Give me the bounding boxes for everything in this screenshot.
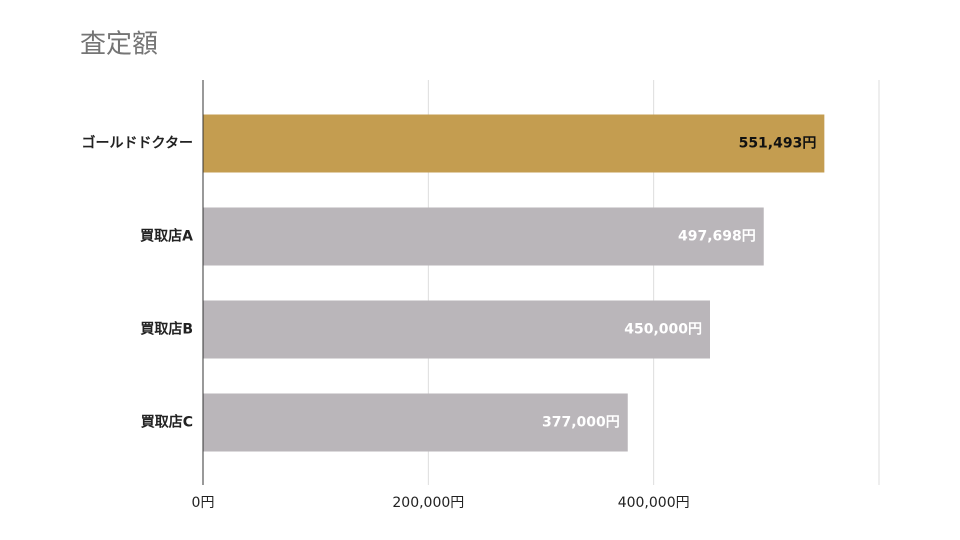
category-label: 買取店A xyxy=(140,228,193,245)
value-label: 497,698円 xyxy=(678,229,756,245)
x-tick-label: 0円 xyxy=(192,495,215,511)
bar xyxy=(203,393,628,452)
category-label: ゴールドドクター xyxy=(82,135,193,152)
category-label: 買取店B xyxy=(140,321,193,338)
chart-title: 査定額 xyxy=(80,30,158,60)
bar xyxy=(203,300,710,359)
category-label: 買取店C xyxy=(141,414,193,431)
value-label: 377,000円 xyxy=(542,415,620,431)
x-tick-label: 400,000円 xyxy=(618,495,690,511)
value-label: 551,493円 xyxy=(739,136,817,152)
bar xyxy=(203,114,825,173)
value-label: 450,000円 xyxy=(624,322,702,338)
bar xyxy=(203,207,764,266)
x-tick-label: 200,000円 xyxy=(392,495,464,511)
